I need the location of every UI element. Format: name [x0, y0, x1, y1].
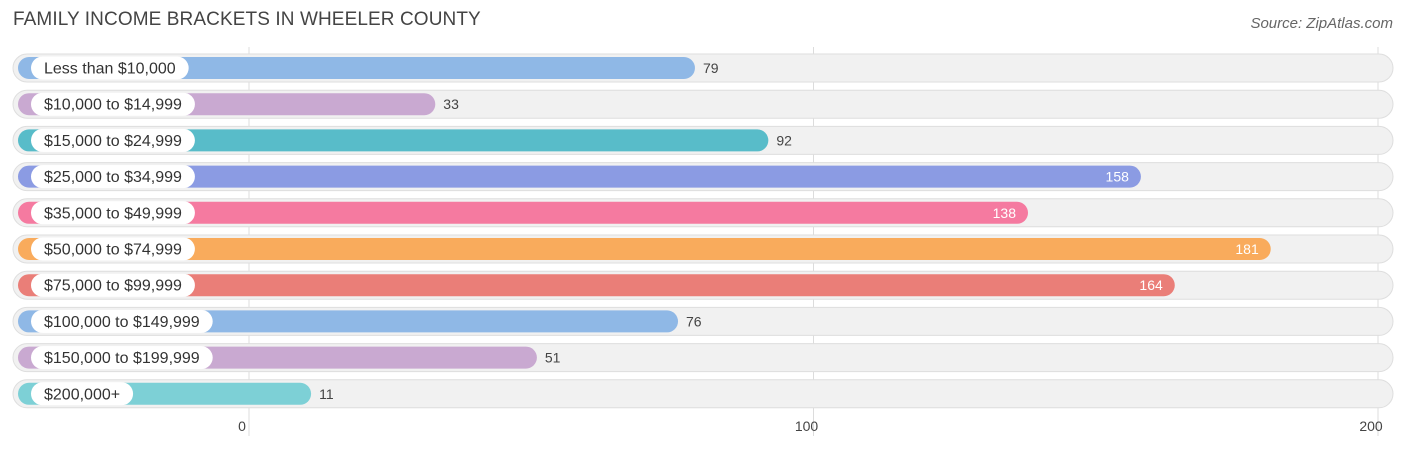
value-label: 158 [1106, 169, 1130, 185]
bar-row: $75,000 to $99,999 164 [12, 270, 1394, 300]
category-label-pill [31, 56, 189, 80]
category-label: $15,000 to $24,999 [44, 133, 182, 150]
bar[interactable] [18, 129, 769, 152]
bar-row: $25,000 to $34,999 158 [12, 162, 1394, 192]
bar-row: $100,000 to $149,999 76 [12, 306, 1394, 336]
value-label: 33 [443, 96, 459, 112]
bar-row: $150,000 to $199,999 51 [12, 343, 1394, 373]
x-tick-label: 0 [238, 418, 246, 434]
value-label: 92 [776, 132, 792, 148]
bar-row: $15,000 to $24,999 92 [12, 125, 1394, 155]
category-label: $150,000 to $199,999 [44, 350, 200, 367]
bar[interactable] [18, 201, 1029, 224]
value-label: 51 [545, 350, 561, 366]
category-label-pill [31, 128, 195, 152]
value-label: 164 [1139, 277, 1163, 293]
bar[interactable] [18, 165, 1141, 188]
category-label: $75,000 to $99,999 [44, 278, 182, 295]
category-label-pill [31, 346, 213, 370]
category-label-pill [31, 92, 195, 116]
bar-track [12, 379, 1394, 409]
category-label-pill [31, 273, 195, 297]
category-label-pill [31, 201, 195, 225]
value-label: 181 [1235, 241, 1259, 257]
category-label-pill [31, 309, 213, 333]
bar-row: $10,000 to $14,999 33 [12, 89, 1394, 119]
category-label: $25,000 to $34,999 [44, 169, 182, 186]
bar[interactable] [18, 274, 1175, 297]
category-label-pill [31, 165, 195, 189]
category-label-pill [31, 382, 134, 406]
bar-rows: Less than $10,000 79$10,000 to $14,999 33$… [12, 53, 1394, 409]
bar-row: $35,000 to $49,999 138 [12, 198, 1394, 228]
x-axis-ticks: 0 100 200 [238, 418, 1383, 434]
value-label: 76 [686, 313, 702, 329]
category-label: Less than $10,000 [44, 61, 176, 78]
bar-row: Less than $10,000 79 [12, 53, 1394, 83]
bar[interactable] [18, 238, 1271, 260]
bar-row: $50,000 to $74,999 181 [12, 234, 1394, 264]
bar-row: $200,000+ 11 [12, 379, 1394, 409]
value-label: 138 [993, 205, 1017, 221]
category-label: $200,000+ [44, 386, 120, 403]
value-label: 79 [703, 60, 719, 76]
category-label: $35,000 to $49,999 [44, 205, 182, 222]
chart-title: FAMILY INCOME BRACKETS IN WHEELER COUNTY [13, 9, 481, 30]
source-note: Source: ZipAtlas.com [1250, 15, 1393, 32]
category-label-pill [31, 237, 195, 261]
category-label: $10,000 to $14,999 [44, 97, 182, 114]
x-tick-label: 100 [795, 418, 819, 434]
x-tick-label: 200 [1359, 418, 1383, 434]
value-label: 11 [319, 386, 334, 402]
category-label: $100,000 to $149,999 [44, 314, 200, 331]
category-label: $50,000 to $74,999 [44, 242, 182, 259]
